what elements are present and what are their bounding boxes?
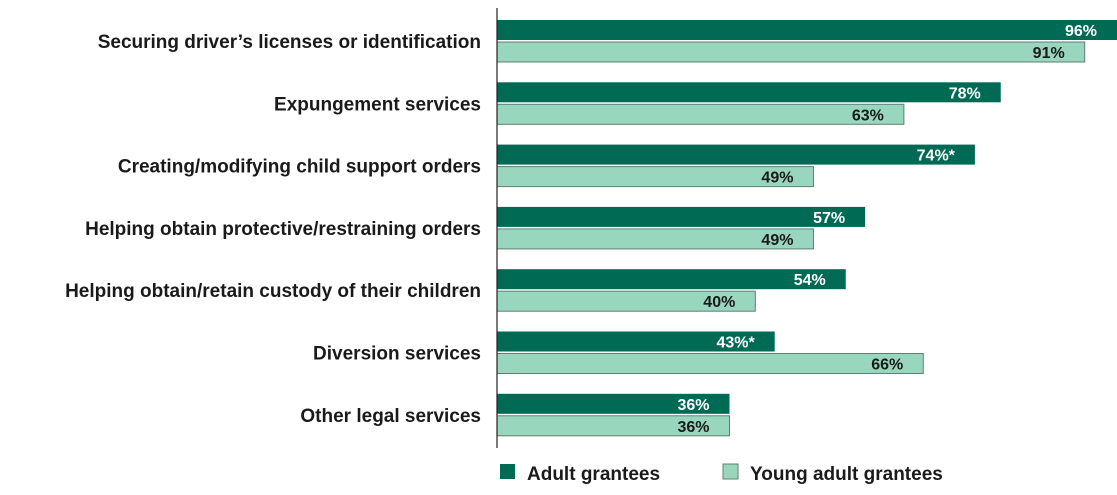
data-label: 96% <box>1065 23 1097 40</box>
data-label: 63% <box>852 107 884 124</box>
data-label: 36% <box>677 397 709 414</box>
category-label: Diversion services <box>313 344 481 365</box>
data-label: 49% <box>761 232 793 249</box>
data-label: 49% <box>761 170 793 187</box>
data-label: 74%* <box>917 148 956 165</box>
data-label: 57% <box>813 210 845 227</box>
bar-adult-grantees <box>497 269 846 290</box>
bar-adult-grantees <box>497 144 975 165</box>
bar-young-adult-grantees <box>496 41 1086 63</box>
legend-label: Adult grantees <box>527 464 660 485</box>
bar-adult-grantees <box>497 206 866 227</box>
category-label: Helping obtain protective/restraining or… <box>85 219 481 240</box>
category-label: Other legal services <box>300 406 481 427</box>
data-label: 54% <box>794 272 826 289</box>
legend-label: Young adult grantees <box>750 464 943 485</box>
data-label: 43%* <box>716 335 755 352</box>
data-label: 40% <box>703 294 735 311</box>
bar-adult-grantees <box>497 393 730 414</box>
data-label: 91% <box>1033 45 1065 62</box>
category-label: Helping obtain/retain custody of their c… <box>65 281 481 302</box>
legend-swatch-young-adult <box>722 463 739 480</box>
bar-adult-grantees <box>497 20 1117 40</box>
bar-young-adult-grantees <box>496 353 924 374</box>
data-label: 78% <box>949 85 981 102</box>
data-label: 36% <box>677 419 709 436</box>
data-label: 66% <box>871 357 903 374</box>
bar-young-adult-grantees <box>496 103 905 125</box>
category-label: Expungement services <box>274 94 481 115</box>
bar-adult-grantees <box>497 82 1001 103</box>
category-label: Securing driver’s licenses or identifica… <box>98 32 481 53</box>
category-label: Creating/modifying child support orders <box>118 157 481 178</box>
bar-adult-grantees <box>497 331 775 352</box>
legend-swatch-adult <box>500 464 515 479</box>
